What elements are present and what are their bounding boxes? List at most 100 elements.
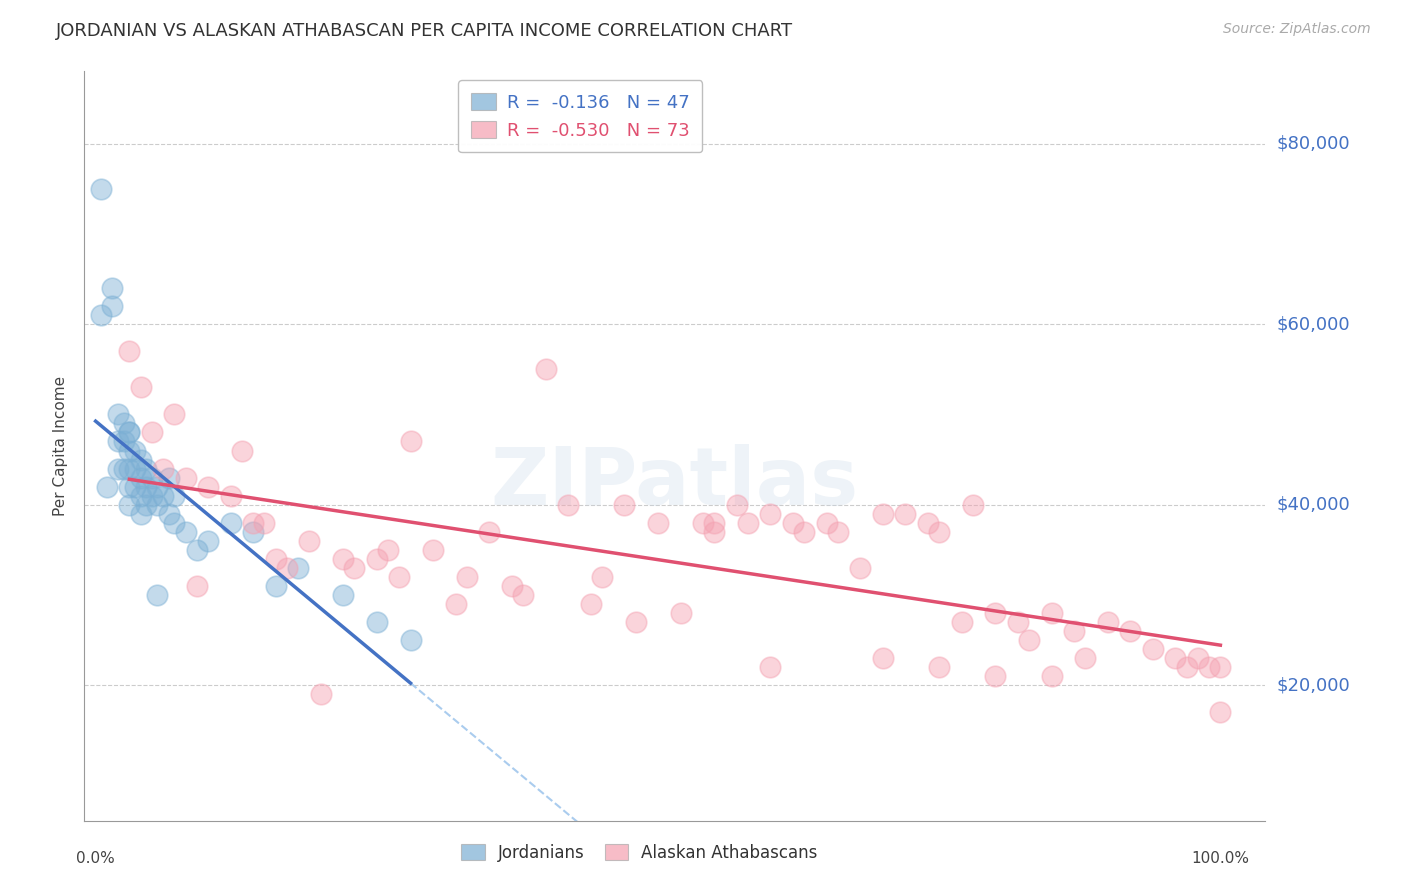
Point [276,561,298,575]
Point [332,552,354,566]
Point [287,561,309,575]
Point [186,579,208,593]
Point [669,606,692,620]
Legend: Jordanians, Alaskan Athabascans: Jordanians, Alaskan Athabascans [454,838,824,869]
Text: ZIPatlas: ZIPatlas [491,444,859,523]
Point [124,443,146,458]
Point [129,452,152,467]
Point [343,561,366,575]
Point [107,461,129,475]
Point [96,480,118,494]
Point [759,507,782,521]
Point [1097,615,1119,629]
Point [118,425,141,440]
Point [152,461,174,475]
Text: Source: ZipAtlas.com: Source: ZipAtlas.com [1223,22,1371,37]
Point [174,470,197,484]
Point [579,597,602,611]
Point [984,606,1007,620]
Point [703,524,725,539]
Text: JORDANIAN VS ALASKAN ATHABASCAN PER CAPITA INCOME CORRELATION CHART: JORDANIAN VS ALASKAN ATHABASCAN PER CAPI… [56,22,793,40]
Text: $60,000: $60,000 [1277,315,1350,333]
Point [135,461,157,475]
Point [894,507,917,521]
Point [1209,660,1232,674]
Point [399,434,422,449]
Point [118,425,141,440]
Point [197,533,219,548]
Point [613,498,636,512]
Point [219,516,242,530]
Point [377,542,399,557]
Point [557,498,579,512]
Point [264,552,287,566]
Point [1063,624,1085,638]
Point [962,498,984,512]
Point [872,651,894,665]
Point [534,362,557,376]
Point [129,489,152,503]
Point [1198,660,1220,674]
Point [135,480,157,494]
Point [849,561,872,575]
Point [512,588,534,602]
Point [146,498,169,512]
Point [242,524,264,539]
Point [219,489,242,503]
Point [129,507,152,521]
Point [366,615,388,629]
Point [107,434,129,449]
Point [444,597,467,611]
Point [118,480,141,494]
Point [332,588,354,602]
Point [112,461,135,475]
Point [725,498,748,512]
Point [163,408,186,422]
Point [163,489,186,503]
Point [135,498,157,512]
Point [917,516,939,530]
Point [141,470,163,484]
Point [1209,706,1232,720]
Point [624,615,647,629]
Point [737,516,759,530]
Point [1018,633,1040,648]
Point [692,516,714,530]
Point [647,516,669,530]
Point [146,588,169,602]
Point [815,516,838,530]
Point [928,524,950,539]
Point [422,542,444,557]
Point [146,480,169,494]
Point [298,533,321,548]
Point [107,408,129,422]
Point [157,470,180,484]
Point [90,182,112,196]
Point [1040,606,1063,620]
Text: $20,000: $20,000 [1277,676,1350,694]
Point [157,507,180,521]
Point [388,570,411,584]
Point [101,281,124,295]
Point [118,344,141,359]
Point [399,633,422,648]
Point [1164,651,1187,665]
Point [101,299,124,313]
Point [141,489,163,503]
Point [591,570,613,584]
Point [264,579,287,593]
Point [872,507,894,521]
Point [827,524,849,539]
Point [1007,615,1029,629]
Point [118,461,141,475]
Text: $80,000: $80,000 [1277,135,1350,153]
Point [456,570,478,584]
Point [163,516,186,530]
Point [186,542,208,557]
Point [478,524,501,539]
Text: $40,000: $40,000 [1277,496,1350,514]
Point [90,308,112,322]
Point [129,470,152,484]
Point [950,615,973,629]
Point [703,516,725,530]
